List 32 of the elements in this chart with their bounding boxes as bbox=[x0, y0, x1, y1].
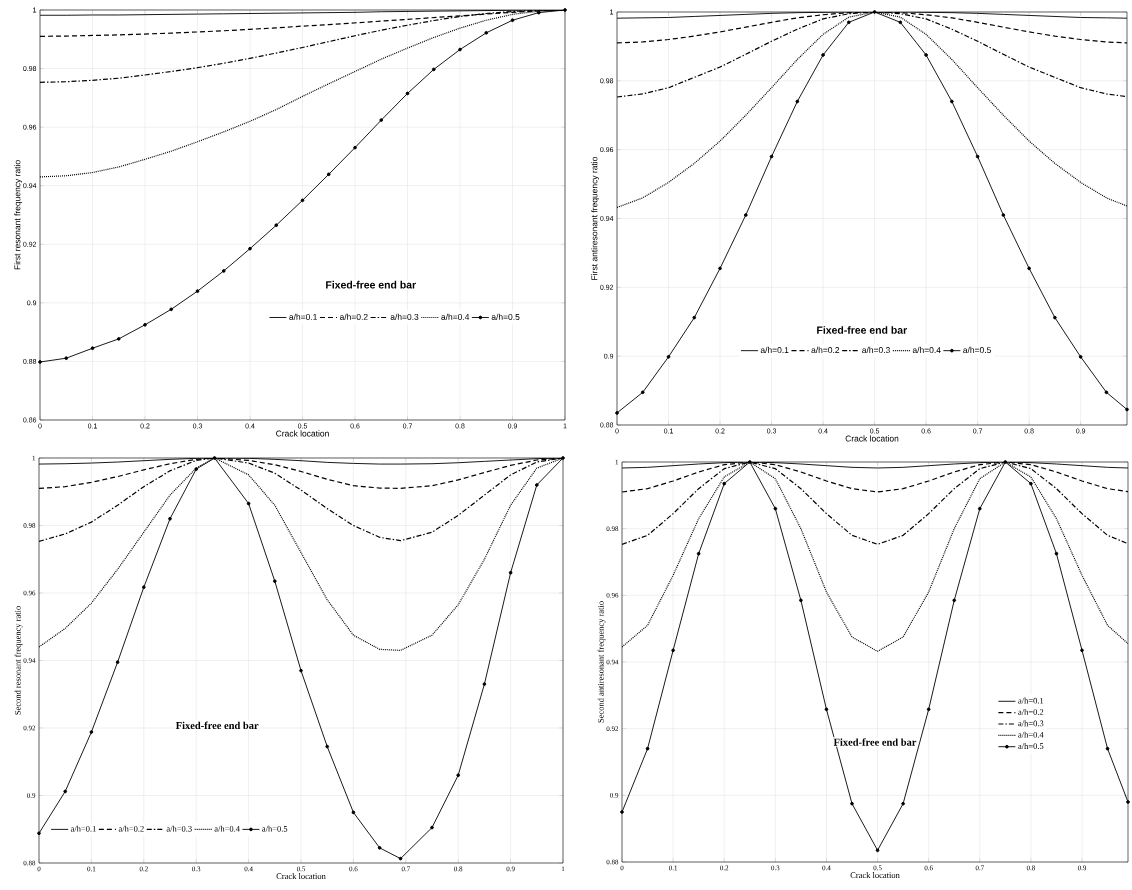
y-axis-title: Second resonant frequency ratio bbox=[14, 606, 23, 715]
annotation: Fixed-free end bar bbox=[326, 280, 416, 289]
legend-label: a/h=0.3 bbox=[862, 346, 890, 354]
legend-label: a/h=0.3 bbox=[390, 313, 419, 320]
legend-label: a/h=0.1 bbox=[289, 313, 317, 320]
legend-label: a/h=0.5 bbox=[963, 346, 991, 354]
annotation: Fixed-free end bar bbox=[833, 738, 917, 746]
x-axis-title: Crack location bbox=[276, 873, 326, 880]
legend-label: a/h=0.2 bbox=[811, 346, 840, 354]
legend-label: a/h=0.2 bbox=[118, 825, 144, 832]
annotation: Fixed-free end bar bbox=[175, 721, 259, 730]
annotation: Fixed-free end bar bbox=[817, 326, 907, 334]
y-axis-title: Second antiresonant frequency ratio bbox=[597, 601, 606, 723]
legend-label: a/h=0.1 bbox=[1018, 697, 1044, 704]
x-axis-title: Crack location bbox=[845, 435, 899, 442]
legend-label: a/h=0.5 bbox=[1018, 743, 1044, 750]
legend-label: a/h=0.2 bbox=[339, 313, 368, 320]
legend-label: a/h=0.4 bbox=[441, 313, 470, 320]
y-axis-title: First resonant frequency ratio bbox=[14, 160, 23, 270]
legend-label: a/h=0.5 bbox=[262, 825, 288, 832]
legend-label: a/h=0.3 bbox=[166, 825, 192, 832]
x-axis-title: Crack location bbox=[850, 872, 900, 879]
legend-label: a/h=0.3 bbox=[1018, 720, 1044, 727]
legend-label: a/h=0.5 bbox=[491, 313, 520, 320]
y-axis-title: First antiresonant frequency ratio bbox=[591, 156, 600, 280]
legend-label: a/h=0.2 bbox=[1018, 708, 1044, 715]
legend-label: a/h=0.4 bbox=[1018, 731, 1044, 738]
legend-label: a/h=0.1 bbox=[760, 346, 789, 354]
x-axis-title: Crack location bbox=[276, 430, 329, 437]
legend-label: a/h=0.1 bbox=[70, 825, 96, 832]
legend-label: a/h=0.4 bbox=[912, 346, 941, 354]
legend-label: a/h=0.4 bbox=[214, 825, 240, 832]
